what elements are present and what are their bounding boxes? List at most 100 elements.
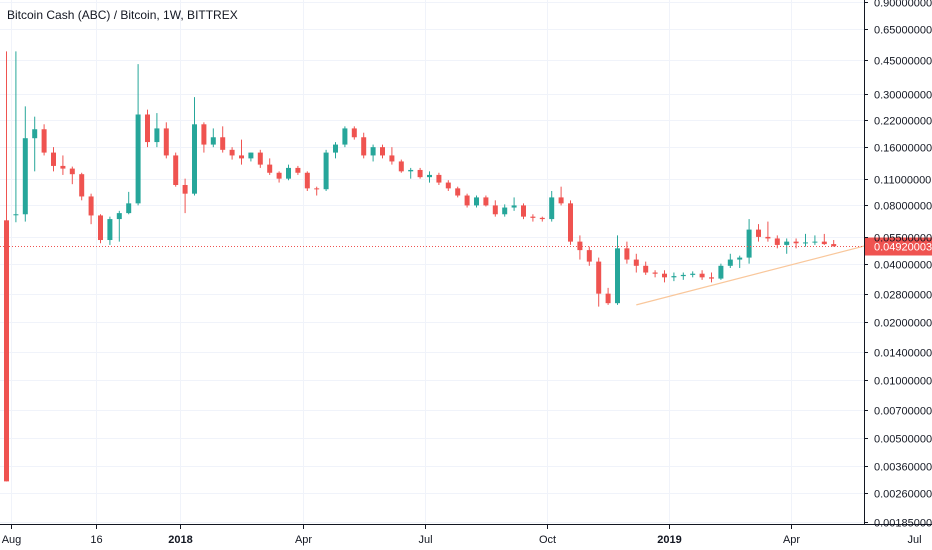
candle-body bbox=[79, 174, 85, 197]
candle bbox=[643, 261, 649, 275]
candle bbox=[323, 149, 329, 191]
candle bbox=[436, 172, 442, 186]
candle-body bbox=[154, 128, 160, 143]
time-axis[interactable]: Aug162018AprJulOct2019AprJulOct20 bbox=[2, 524, 932, 546]
candle-body bbox=[539, 217, 545, 220]
time-tick-label: Oct bbox=[539, 534, 556, 546]
candle bbox=[107, 216, 113, 245]
candle-body bbox=[107, 219, 113, 241]
candle-body bbox=[464, 195, 470, 206]
candle-body bbox=[812, 241, 818, 243]
candle-body bbox=[530, 216, 536, 218]
candle bbox=[803, 233, 808, 247]
candle-body bbox=[173, 155, 179, 186]
current-price-label: 0.04920003 bbox=[874, 242, 932, 254]
candle-body bbox=[398, 161, 404, 172]
candle bbox=[765, 221, 771, 242]
candle-body bbox=[831, 244, 837, 247]
candle-body bbox=[521, 205, 526, 217]
trendline bbox=[636, 236, 900, 306]
candle-body bbox=[662, 273, 667, 278]
candle-body bbox=[821, 241, 827, 245]
candle-body bbox=[69, 168, 75, 175]
candle bbox=[558, 186, 564, 206]
candle bbox=[239, 139, 244, 165]
candle-body bbox=[793, 241, 799, 244]
price-tick-label: 0.11000000 bbox=[874, 175, 931, 187]
candle bbox=[737, 255, 743, 268]
candles bbox=[4, 51, 837, 482]
candle-body bbox=[633, 259, 639, 266]
price-tick-label: 0.08000000 bbox=[874, 201, 932, 213]
candle bbox=[793, 238, 799, 249]
candle bbox=[671, 272, 677, 282]
candle bbox=[831, 240, 837, 247]
candle-body bbox=[577, 241, 583, 251]
candle-body bbox=[163, 128, 169, 156]
candle-body bbox=[192, 124, 197, 194]
candle-body bbox=[671, 276, 677, 278]
candle bbox=[474, 195, 479, 208]
candle-body bbox=[116, 213, 122, 220]
price-tick-label: 0.00700000 bbox=[874, 406, 932, 418]
candle-body bbox=[680, 274, 686, 277]
candle-body bbox=[483, 197, 489, 206]
candle bbox=[126, 191, 132, 215]
price-tick-label: 0.00500000 bbox=[874, 434, 932, 446]
candle bbox=[521, 203, 526, 220]
time-tick-label: Jul bbox=[418, 534, 432, 546]
price-axis[interactable]: 0.90000000 0.65000000 0.45000000 0.30000000… bbox=[864, 0, 932, 530]
candle bbox=[380, 144, 385, 159]
time-tick-label: 2019 bbox=[657, 534, 681, 546]
candle-body bbox=[304, 172, 310, 189]
candle-body bbox=[427, 174, 432, 178]
time-tick-label: Apr bbox=[295, 534, 312, 546]
candle bbox=[746, 219, 752, 264]
candle-body bbox=[699, 273, 705, 278]
price-tick-label: 0.00360000 bbox=[874, 462, 932, 474]
candle-body bbox=[586, 250, 592, 262]
candle-body bbox=[652, 272, 658, 274]
price-tick-label: 0.16000000 bbox=[874, 143, 932, 155]
candle bbox=[51, 147, 56, 172]
trendline-layer bbox=[636, 236, 900, 306]
candle bbox=[257, 149, 263, 168]
candle-body bbox=[774, 238, 780, 245]
candle bbox=[709, 272, 714, 283]
candle-body bbox=[41, 129, 47, 153]
candle-body bbox=[13, 214, 19, 216]
candle bbox=[182, 178, 188, 214]
candle bbox=[201, 122, 207, 153]
candle bbox=[427, 171, 432, 183]
candle bbox=[398, 159, 404, 173]
candle bbox=[361, 132, 367, 159]
candle bbox=[163, 122, 169, 159]
candle bbox=[304, 171, 310, 191]
candle-body bbox=[511, 205, 517, 208]
candle bbox=[389, 147, 395, 165]
candle bbox=[680, 272, 686, 280]
candle-body bbox=[718, 265, 724, 279]
candle bbox=[286, 164, 291, 181]
candle-body bbox=[709, 277, 714, 279]
candle-body bbox=[342, 128, 348, 145]
time-tick-label: 2018 bbox=[168, 534, 192, 546]
candle-body bbox=[380, 147, 385, 156]
candle-body bbox=[314, 188, 320, 190]
candle-body bbox=[22, 138, 28, 215]
candle-body bbox=[436, 174, 442, 183]
price-tick-label: 0.02800000 bbox=[874, 290, 932, 302]
candle bbox=[605, 287, 611, 305]
price-tick-label: 0.01400000 bbox=[874, 348, 932, 360]
candle-body bbox=[643, 265, 649, 273]
price-tick-label: 0.00260000 bbox=[874, 489, 932, 501]
candle-body bbox=[267, 164, 273, 173]
candle bbox=[13, 51, 19, 223]
candle bbox=[652, 270, 658, 278]
candle-body bbox=[803, 242, 808, 244]
candle-body bbox=[727, 259, 733, 266]
candle-body bbox=[455, 188, 461, 196]
candle bbox=[69, 166, 75, 185]
